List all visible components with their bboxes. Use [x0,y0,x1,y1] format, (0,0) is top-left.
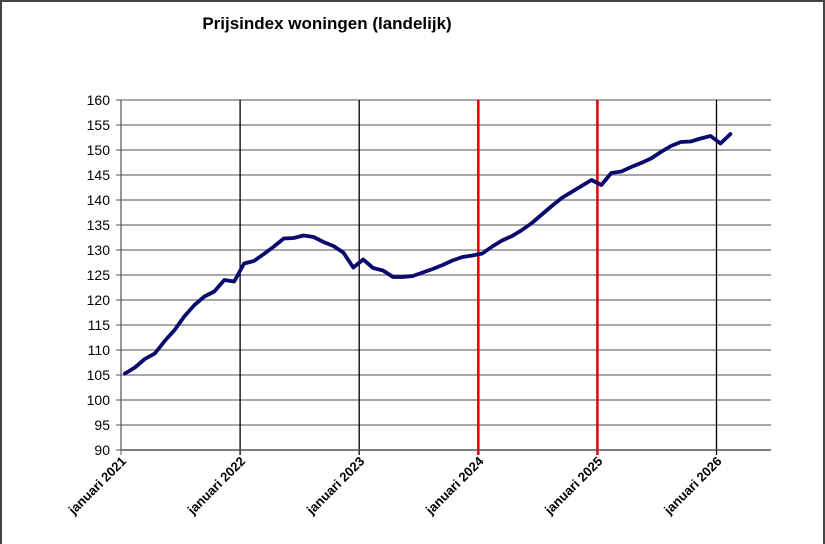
x-tick-label: januari 2024 [422,453,487,518]
y-axis-tick-labels: 90 95 100 105 110 115 120 125 130 135 140 145 150 155… [87,92,111,458]
y-tick-label: 95 [94,417,110,433]
x-tick-label: januari 2026 [660,454,724,518]
x-tick-label: januari 2021 [65,454,129,518]
y-tick-label: 100 [87,392,111,408]
y-tick-label: 90 [94,442,110,458]
y-tick-label: 155 [87,117,111,133]
y-tick-label: 150 [87,142,111,158]
y-tick-label: 120 [87,292,111,308]
series-line [123,132,733,376]
y-tick-label: 140 [87,192,111,208]
chart-title: Prijsindex woningen (landelijk) [202,14,452,33]
y-tick-label: 145 [87,167,111,183]
x-tick-label: januari 2022 [184,454,248,518]
y-tick-label: 125 [87,267,111,283]
y-tick-label: 115 [88,317,111,333]
y-tick-label: 110 [88,342,111,358]
y-tick-label: 105 [87,367,111,383]
price-index-line [123,132,733,376]
x-tick-label: januari 2023 [303,454,367,518]
y-tick-label: 160 [87,92,111,108]
axes [120,100,771,451]
year-marker-lines [120,100,718,455]
y-tick-label: 130 [87,242,111,258]
y-tick-label: 135 [87,217,111,233]
x-tick-label: januari 2025 [541,454,605,518]
x-axis-tick-labels: januari 2021 januari 2022 januari 2023 janu… [65,453,725,518]
horizontal-gridlines [116,99,771,451]
